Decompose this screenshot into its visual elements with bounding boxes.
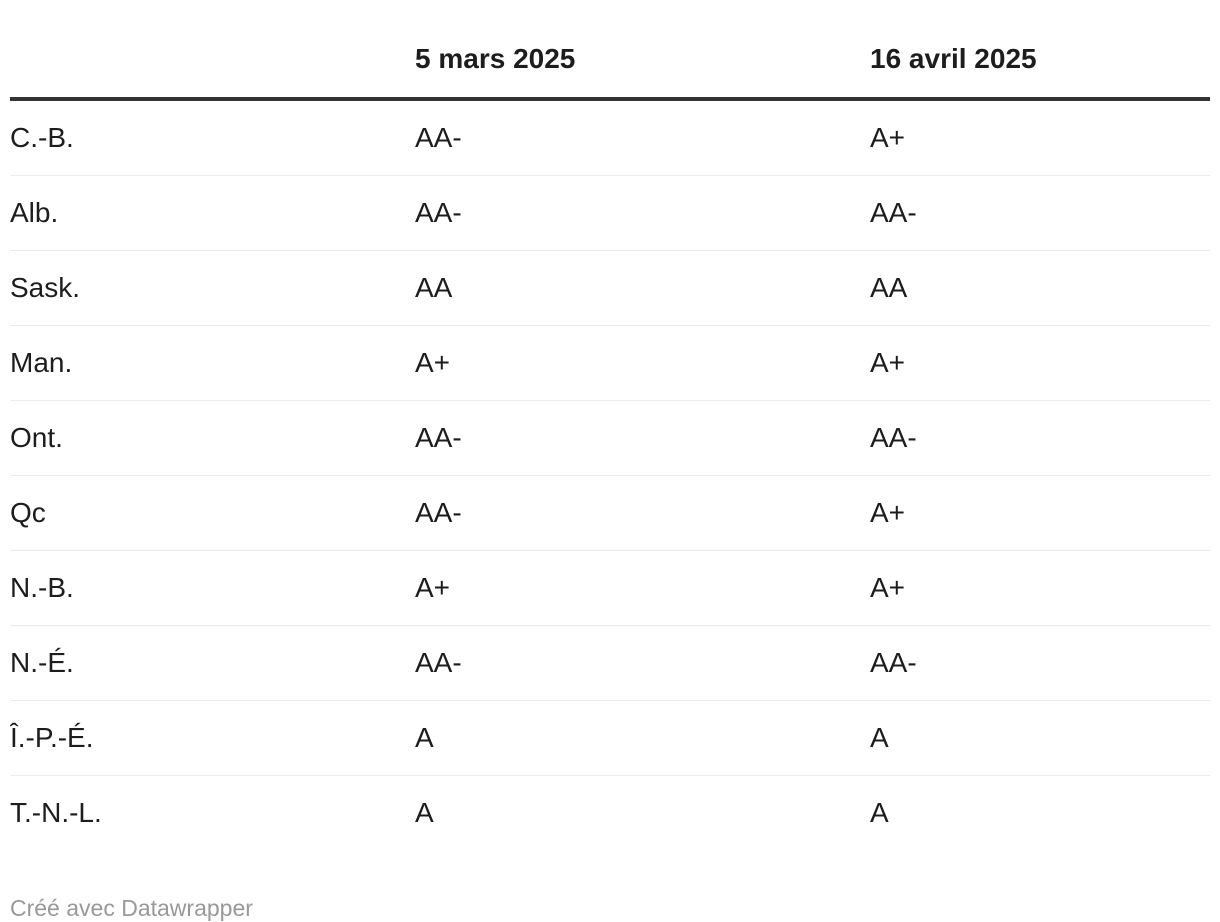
header-cell-16-avril-2025: 16 avril 2025 — [870, 0, 1210, 101]
rating-cell-april: AA- — [870, 625, 1210, 701]
table-row: Î.-P.-É. A A — [10, 700, 1210, 776]
rating-cell-march: A — [415, 700, 870, 776]
table-body: C.-B. AA- A+ Alb. AA- AA- Sask. AA AA Man. A+ A+ Ont… — [10, 99, 1210, 850]
header-row: 5 mars 2025 16 avril 2025 — [10, 0, 1210, 101]
datawrapper-attribution-link[interactable]: Créé avec Datawrapper — [10, 895, 253, 921]
table-row: Ont. AA- AA- — [10, 400, 1210, 476]
province-label: Ont. — [10, 400, 415, 476]
table-row: Man. A+ A+ — [10, 325, 1210, 401]
table-header: 5 mars 2025 16 avril 2025 — [10, 0, 1210, 101]
rating-cell-march: AA- — [415, 400, 870, 476]
rating-cell-april: A — [870, 797, 889, 828]
table-row: N.-É. AA- AA- — [10, 625, 1210, 701]
table-row: Qc AA- A+ — [10, 475, 1210, 551]
table-row: T.-N.-L. A A — [10, 776, 1210, 851]
rating-cell-march: AA- — [415, 625, 870, 701]
rating-cell-april: AA- — [870, 175, 1210, 251]
province-label: Sask. — [10, 250, 415, 326]
rating-cell-april: A+ — [870, 99, 1210, 176]
rating-cell-march: A — [415, 797, 434, 828]
rating-cell-april: AA- — [870, 400, 1210, 476]
rating-cell-march: AA- — [415, 175, 870, 251]
header-cell-blank — [10, 0, 415, 101]
credit-ratings-table: 5 mars 2025 16 avril 2025 C.-B. AA- A+ Alb.… — [10, 0, 1210, 850]
rating-cell-april: A — [870, 700, 1210, 776]
rating-cell-march: A+ — [415, 550, 870, 626]
province-label: Man. — [10, 325, 415, 401]
rating-cell-march: AA — [415, 250, 870, 326]
rating-cell-april: A+ — [870, 325, 1210, 401]
province-label: Î.-P.-É. — [10, 700, 415, 776]
table-row: Sask. AA AA — [10, 250, 1210, 326]
table-row: C.-B. AA- A+ — [10, 99, 1210, 176]
province-label: N.-B. — [10, 550, 415, 626]
rating-cell-march: A+ — [415, 325, 870, 401]
table-row: Alb. AA- AA- — [10, 175, 1210, 251]
rating-cell-april: A+ — [870, 475, 1210, 551]
attribution-footer: Créé avec Datawrapper — [10, 895, 1210, 922]
table-row: N.-B. A+ A+ — [10, 550, 1210, 626]
province-label: T.-N.-L. — [10, 797, 102, 828]
province-label: N.-É. — [10, 625, 415, 701]
rating-cell-march: AA- — [415, 99, 870, 176]
header-cell-5-mars-2025: 5 mars 2025 — [415, 0, 870, 101]
rating-cell-april: A+ — [870, 550, 1210, 626]
rating-cell-march: AA- — [415, 475, 870, 551]
rating-cell-april: AA — [870, 250, 1210, 326]
province-label: Qc — [10, 475, 415, 551]
province-label: C.-B. — [10, 99, 415, 176]
province-label: Alb. — [10, 175, 415, 251]
